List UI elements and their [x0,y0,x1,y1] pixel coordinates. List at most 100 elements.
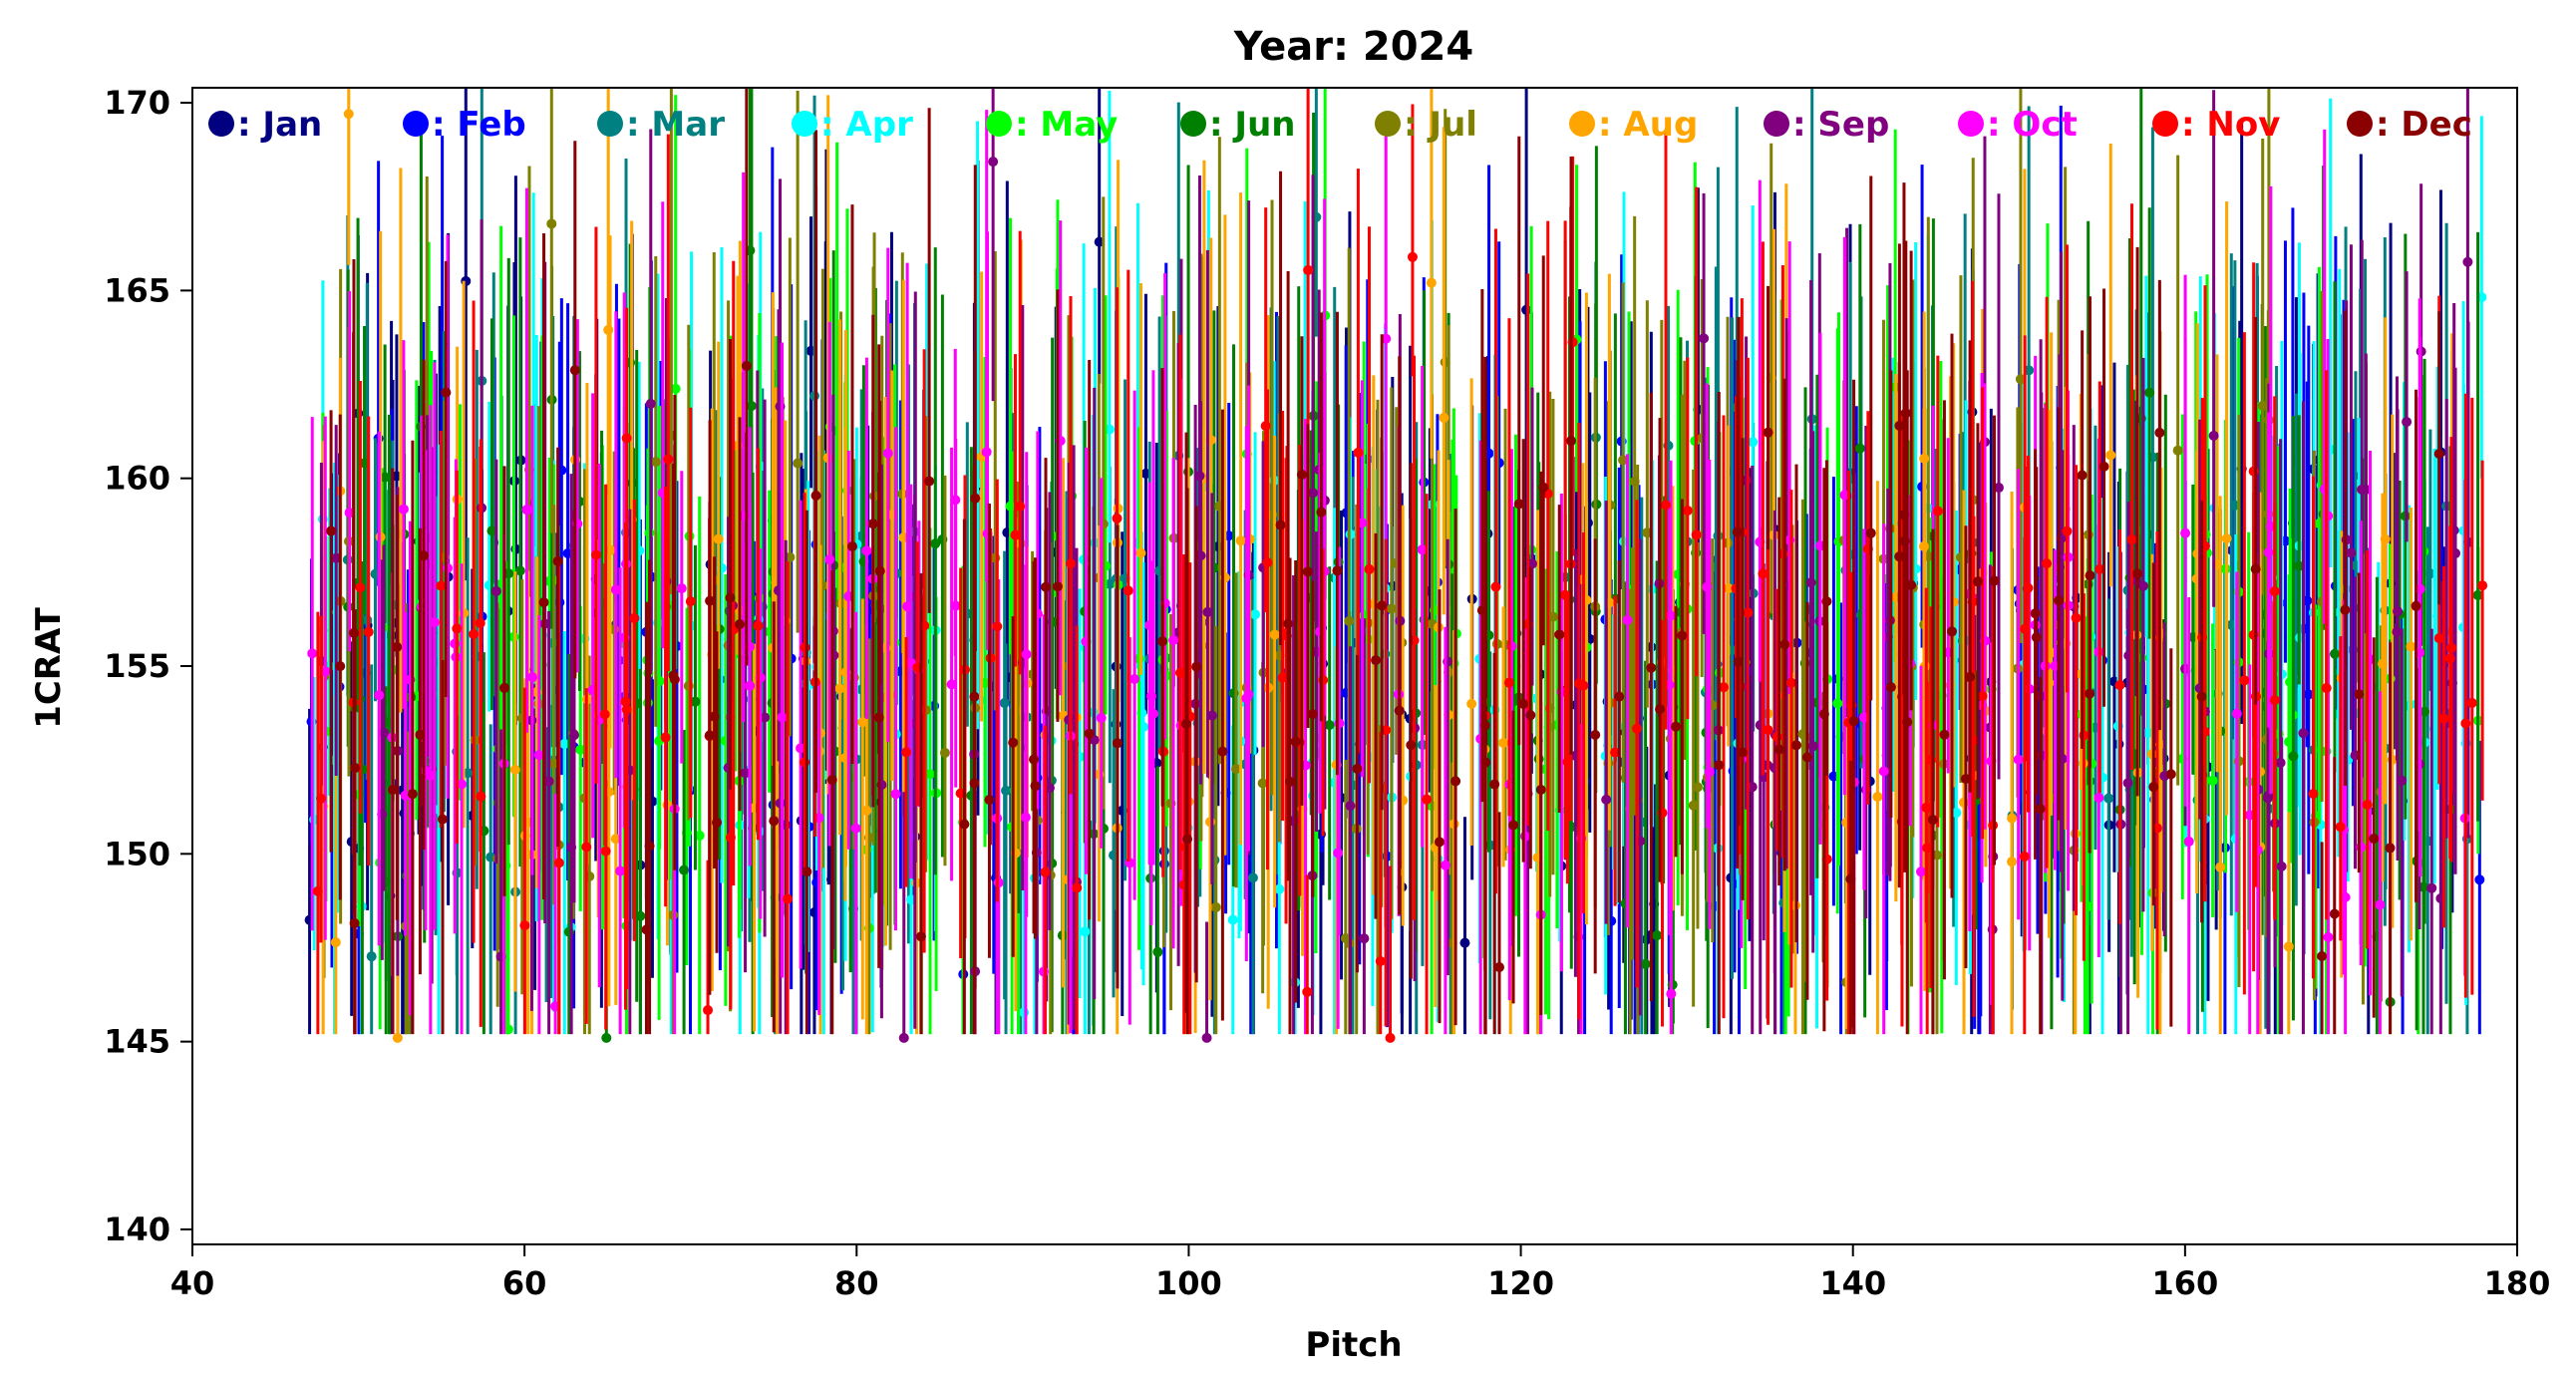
data-point [753,620,764,631]
data-point [2424,568,2435,579]
y-tick-label: 155 [104,647,170,685]
data-point [2335,822,2346,833]
data-point [834,683,845,694]
data-point [2284,736,2295,747]
data-point [1655,704,1666,715]
data-point [1640,958,1651,969]
data-point [2329,648,2340,659]
x-axis: 40 60 80 100 120 140 160 180 [170,1244,2550,1302]
data-point [569,365,580,376]
data-point [1202,606,1213,617]
data-point [1508,820,1519,831]
data-point [499,682,510,693]
data-point [1205,817,1216,828]
data-point [1439,412,1449,423]
data-point [1231,764,1242,775]
data-point [2094,563,2105,574]
data-point [848,672,859,683]
data-point [470,735,481,746]
data-point [1210,901,1221,912]
data-point [2357,484,2368,495]
legend-label: : Jun [1209,105,1296,145]
data-point [2031,632,2042,643]
data-point [850,823,861,834]
data-point [1554,629,1565,640]
data-point [725,592,736,603]
data-point [1227,914,1238,925]
data-point [703,1005,714,1016]
data-point [2411,600,2421,611]
data-point [1601,794,1612,805]
data-point [1123,585,1133,596]
data-point [1779,639,1790,650]
data-point [1872,792,1883,803]
data-point [2397,775,2408,786]
data-point [1960,774,1971,785]
data-point [2207,775,2218,786]
data-point [1513,499,1524,510]
data-point [2269,586,2280,597]
data-point [735,618,746,629]
data-point [741,360,752,371]
data-point [1285,776,1296,787]
data-point [668,670,679,681]
data-point [359,458,370,469]
data-point [663,454,674,465]
data-point [1250,609,1261,620]
data-point [502,1024,513,1035]
data-point [1191,661,1202,672]
data-point [398,504,409,515]
y-tick-label: 160 [104,460,170,498]
data-point [615,866,626,876]
data-point [1052,581,1063,592]
data-point [1302,986,1313,997]
legend-marker [403,111,429,137]
data-point [1965,671,1976,682]
data-point [1691,529,1702,540]
y-tick-label: 150 [104,835,170,872]
data-point [2142,727,2153,738]
data-point [552,555,563,566]
data-point [882,448,893,459]
data-point [1094,236,1105,247]
data-point [2321,683,2332,694]
data-point [2019,851,2030,862]
data-point [610,834,621,845]
data-point [1743,607,1754,618]
data-point [796,743,806,754]
data-point [1801,752,1812,763]
data-point [1498,737,1509,748]
data-point [2419,706,2430,717]
data-point [679,865,690,875]
data-point [379,727,390,738]
data-point [2035,804,2046,815]
data-point [950,495,961,506]
data-point [1357,518,1368,528]
data-point [1692,782,1703,793]
data-point [2303,689,2314,700]
data-point [490,585,501,596]
data-point [1422,794,1433,805]
data-point [2377,658,2388,669]
data-point [1773,744,1784,755]
data-point [2007,813,2018,824]
data-point [1385,1032,1396,1043]
data-point [1241,693,1252,704]
data-point [599,709,610,720]
legend-marker [2347,111,2373,137]
legend-label: : Feb [432,105,526,145]
data-point [621,433,632,444]
data-point [1878,766,1889,777]
data-point [1283,618,1294,629]
data-point [2208,430,2219,441]
data-point [777,712,788,723]
legend-label: : Apr [820,105,913,145]
data-point [1364,563,1375,574]
data-point [2054,595,2065,606]
legend-label: : Jul [1404,105,1477,145]
data-point [1277,672,1288,683]
data-point [366,951,377,962]
data-point [930,538,941,549]
data-point [1296,469,1307,480]
data-point [769,816,780,827]
